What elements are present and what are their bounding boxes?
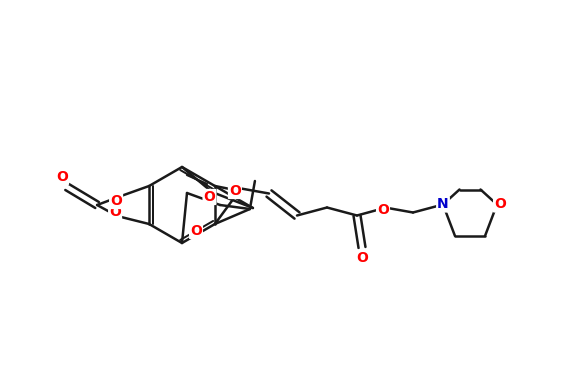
Text: O: O — [377, 203, 389, 217]
Text: O: O — [229, 184, 241, 198]
Text: O: O — [356, 250, 368, 264]
Text: O: O — [494, 198, 506, 212]
Text: N: N — [437, 198, 449, 212]
Text: O: O — [190, 224, 202, 238]
Text: O: O — [56, 170, 68, 184]
Text: O: O — [109, 205, 121, 219]
Text: O: O — [203, 190, 215, 204]
Text: O: O — [110, 194, 122, 208]
